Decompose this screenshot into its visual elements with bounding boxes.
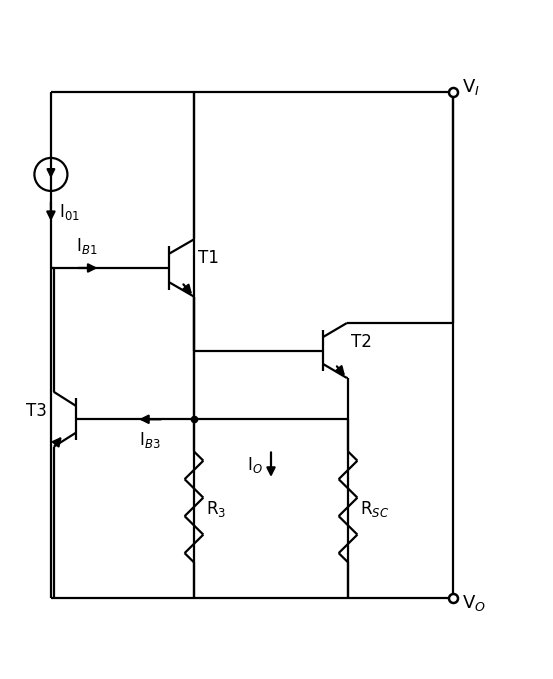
Text: R$_{SC}$: R$_{SC}$ (360, 498, 389, 519)
Text: T1: T1 (199, 249, 219, 267)
Text: I$_{B1}$: I$_{B1}$ (76, 236, 97, 256)
Text: I$_{01}$: I$_{01}$ (59, 202, 80, 222)
Text: I$_{B3}$: I$_{B3}$ (139, 430, 161, 450)
Text: T3: T3 (25, 402, 46, 420)
Text: I$_O$: I$_O$ (247, 455, 263, 475)
Text: R$_3$: R$_3$ (206, 498, 226, 519)
Text: V$_I$: V$_I$ (462, 77, 481, 98)
Text: T2: T2 (351, 333, 372, 351)
Text: V$_O$: V$_O$ (462, 593, 487, 612)
